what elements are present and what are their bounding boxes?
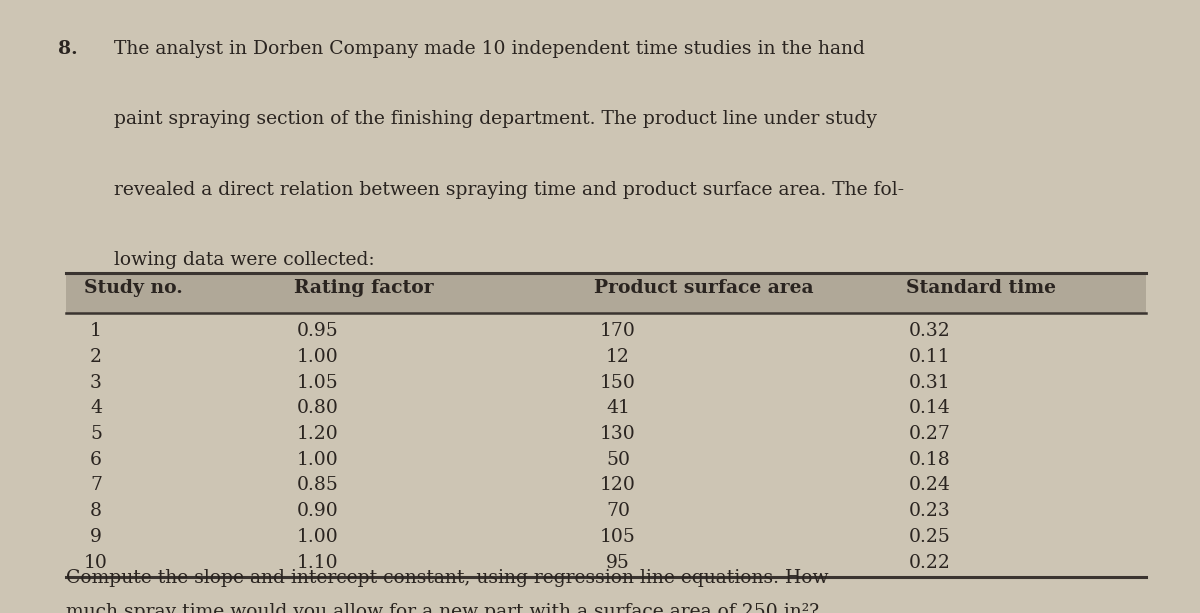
Text: 1.05: 1.05 [298, 373, 338, 392]
Text: Compute the slope and intercept constant, using regression line equations. How: Compute the slope and intercept constant… [66, 569, 828, 587]
Text: 0.22: 0.22 [910, 554, 950, 572]
Text: 170: 170 [600, 322, 636, 340]
Text: The analyst in Dorben Company made 10 independent time studies in the hand: The analyst in Dorben Company made 10 in… [114, 40, 865, 58]
Text: 4: 4 [90, 399, 102, 417]
Text: 70: 70 [606, 502, 630, 520]
Text: 0.95: 0.95 [298, 322, 338, 340]
Text: 0.32: 0.32 [910, 322, 950, 340]
Text: 9: 9 [90, 528, 102, 546]
Text: 0.27: 0.27 [910, 425, 950, 443]
Text: 0.31: 0.31 [910, 373, 950, 392]
Text: 41: 41 [606, 399, 630, 417]
Text: 1.00: 1.00 [298, 451, 338, 469]
Text: 0.18: 0.18 [910, 451, 950, 469]
Text: 2: 2 [90, 348, 102, 366]
Text: Rating factor: Rating factor [294, 279, 433, 297]
Text: 0.11: 0.11 [910, 348, 950, 366]
Text: lowing data were collected:: lowing data were collected: [114, 251, 374, 269]
Text: 3: 3 [90, 373, 102, 392]
Text: 0.25: 0.25 [910, 528, 950, 546]
Text: 1.00: 1.00 [298, 348, 338, 366]
Text: revealed a direct relation between spraying time and product surface area. The f: revealed a direct relation between spray… [114, 181, 904, 199]
Text: 0.85: 0.85 [298, 476, 338, 495]
Text: 10: 10 [84, 554, 108, 572]
Text: 0.14: 0.14 [910, 399, 950, 417]
Text: 1: 1 [90, 322, 102, 340]
Text: 5: 5 [90, 425, 102, 443]
Text: paint spraying section of the finishing department. The product line under study: paint spraying section of the finishing … [114, 110, 877, 128]
Text: 7: 7 [90, 476, 102, 495]
Text: 0.23: 0.23 [910, 502, 950, 520]
Text: 150: 150 [600, 373, 636, 392]
Text: 0.80: 0.80 [298, 399, 338, 417]
Text: 1.20: 1.20 [298, 425, 338, 443]
Text: 12: 12 [606, 348, 630, 366]
Text: 105: 105 [600, 528, 636, 546]
Text: Study no.: Study no. [84, 279, 182, 297]
Text: 1.00: 1.00 [298, 528, 338, 546]
Text: 6: 6 [90, 451, 102, 469]
Text: 1.10: 1.10 [298, 554, 338, 572]
Text: Product surface area: Product surface area [594, 279, 814, 297]
Text: 8: 8 [90, 502, 102, 520]
Text: 130: 130 [600, 425, 636, 443]
Text: Standard time: Standard time [906, 279, 1056, 297]
FancyBboxPatch shape [66, 273, 1146, 313]
Text: 0.24: 0.24 [910, 476, 950, 495]
Text: 50: 50 [606, 451, 630, 469]
Text: much spray time would you allow for a new part with a surface area of 250 in²?: much spray time would you allow for a ne… [66, 603, 820, 613]
Text: 0.90: 0.90 [298, 502, 338, 520]
Text: 8.: 8. [58, 40, 77, 58]
Text: 95: 95 [606, 554, 630, 572]
Text: 120: 120 [600, 476, 636, 495]
